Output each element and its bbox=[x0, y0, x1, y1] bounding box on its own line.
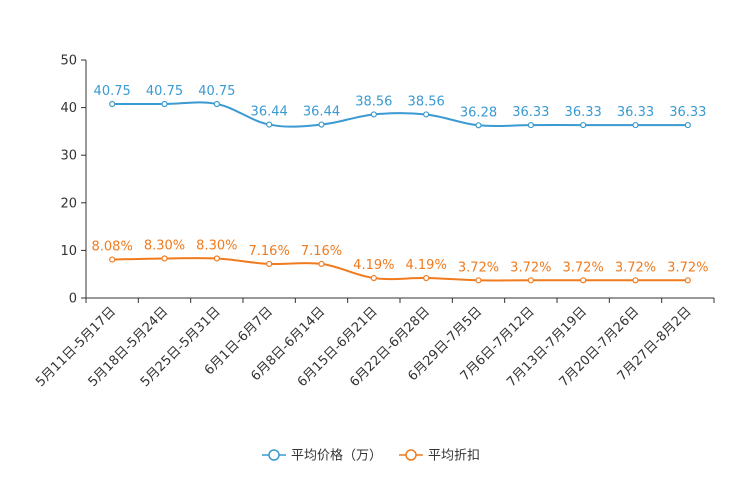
data-label: 36.33 bbox=[512, 105, 549, 120]
data-point bbox=[475, 277, 482, 284]
data-point bbox=[527, 277, 534, 284]
y-tick-label: 0 bbox=[69, 292, 77, 307]
data-label: 36.33 bbox=[669, 105, 706, 120]
data-point bbox=[370, 274, 377, 282]
data-point bbox=[580, 121, 587, 129]
data-point bbox=[475, 122, 482, 129]
data-point bbox=[370, 111, 377, 118]
data-point bbox=[161, 255, 168, 262]
data-label: 3.72% bbox=[667, 260, 708, 275]
data-label: 38.56 bbox=[355, 94, 392, 109]
data-point bbox=[109, 256, 116, 263]
data-label: 7.16% bbox=[301, 244, 342, 259]
y-tick-label: 10 bbox=[60, 244, 77, 259]
legend-label: 平均价格（万） bbox=[291, 448, 382, 464]
data-label: 3.72% bbox=[458, 260, 499, 275]
data-label: 36.33 bbox=[617, 105, 654, 120]
data-point bbox=[109, 100, 116, 108]
data-label: 40.75 bbox=[198, 84, 235, 99]
data-point bbox=[423, 111, 430, 118]
legend-item-1: 平均价格（万） bbox=[262, 448, 382, 464]
data-point bbox=[684, 121, 691, 129]
data-point bbox=[527, 121, 534, 129]
data-point bbox=[632, 121, 639, 129]
legend: 平均价格（万） 平均折扣 bbox=[262, 448, 480, 464]
data-point bbox=[318, 260, 325, 268]
data-label: 3.72% bbox=[615, 260, 656, 275]
data-point bbox=[161, 100, 168, 108]
series-line bbox=[112, 101, 688, 128]
data-label: 7.16% bbox=[249, 244, 290, 259]
data-point bbox=[266, 260, 273, 268]
data-point bbox=[213, 100, 220, 108]
data-label: 38.56 bbox=[408, 94, 445, 109]
data-label: 4.19% bbox=[353, 258, 394, 273]
series-2: 8.08% 8.30% 8.30% 7.16% 7.16% 4.19% 4.19% 3.72%… bbox=[92, 238, 708, 284]
data-label: 36.44 bbox=[251, 105, 288, 120]
series-1: 40.75 40.75 40.75 36.44 36.44 38.56 38.56 36.28… bbox=[94, 84, 706, 129]
data-point bbox=[318, 121, 325, 128]
data-label: 3.72% bbox=[563, 260, 604, 275]
data-label: 36.44 bbox=[303, 105, 340, 120]
data-label: 4.19% bbox=[406, 258, 447, 273]
y-tick-label: 50 bbox=[60, 54, 77, 69]
data-label: 36.33 bbox=[565, 105, 602, 120]
data-point bbox=[580, 277, 587, 284]
data-label: 8.30% bbox=[144, 238, 185, 253]
series-line bbox=[112, 257, 688, 282]
legend-item-2: 平均折扣 bbox=[399, 449, 480, 464]
data-label: 40.75 bbox=[146, 84, 183, 99]
data-label: 8.30% bbox=[196, 238, 237, 253]
data-point bbox=[213, 255, 220, 262]
data-label: 8.08% bbox=[92, 240, 133, 255]
data-label: 3.72% bbox=[510, 260, 551, 275]
data-label: 36.28 bbox=[460, 105, 497, 120]
y-tick-label: 30 bbox=[60, 149, 77, 164]
legend-marker bbox=[268, 449, 280, 461]
data-point bbox=[684, 277, 691, 284]
legend-marker bbox=[405, 449, 417, 461]
series-layer: 40.75 40.75 40.75 36.44 36.44 38.56 38.56 36.28… bbox=[92, 84, 708, 284]
y-tick-label: 20 bbox=[60, 196, 77, 211]
legend-label: 平均折扣 bbox=[428, 449, 480, 464]
data-point bbox=[266, 121, 273, 128]
data-label: 40.75 bbox=[94, 84, 131, 99]
data-point bbox=[423, 274, 430, 282]
y-tick-label: 40 bbox=[60, 101, 77, 116]
data-point bbox=[632, 277, 639, 284]
